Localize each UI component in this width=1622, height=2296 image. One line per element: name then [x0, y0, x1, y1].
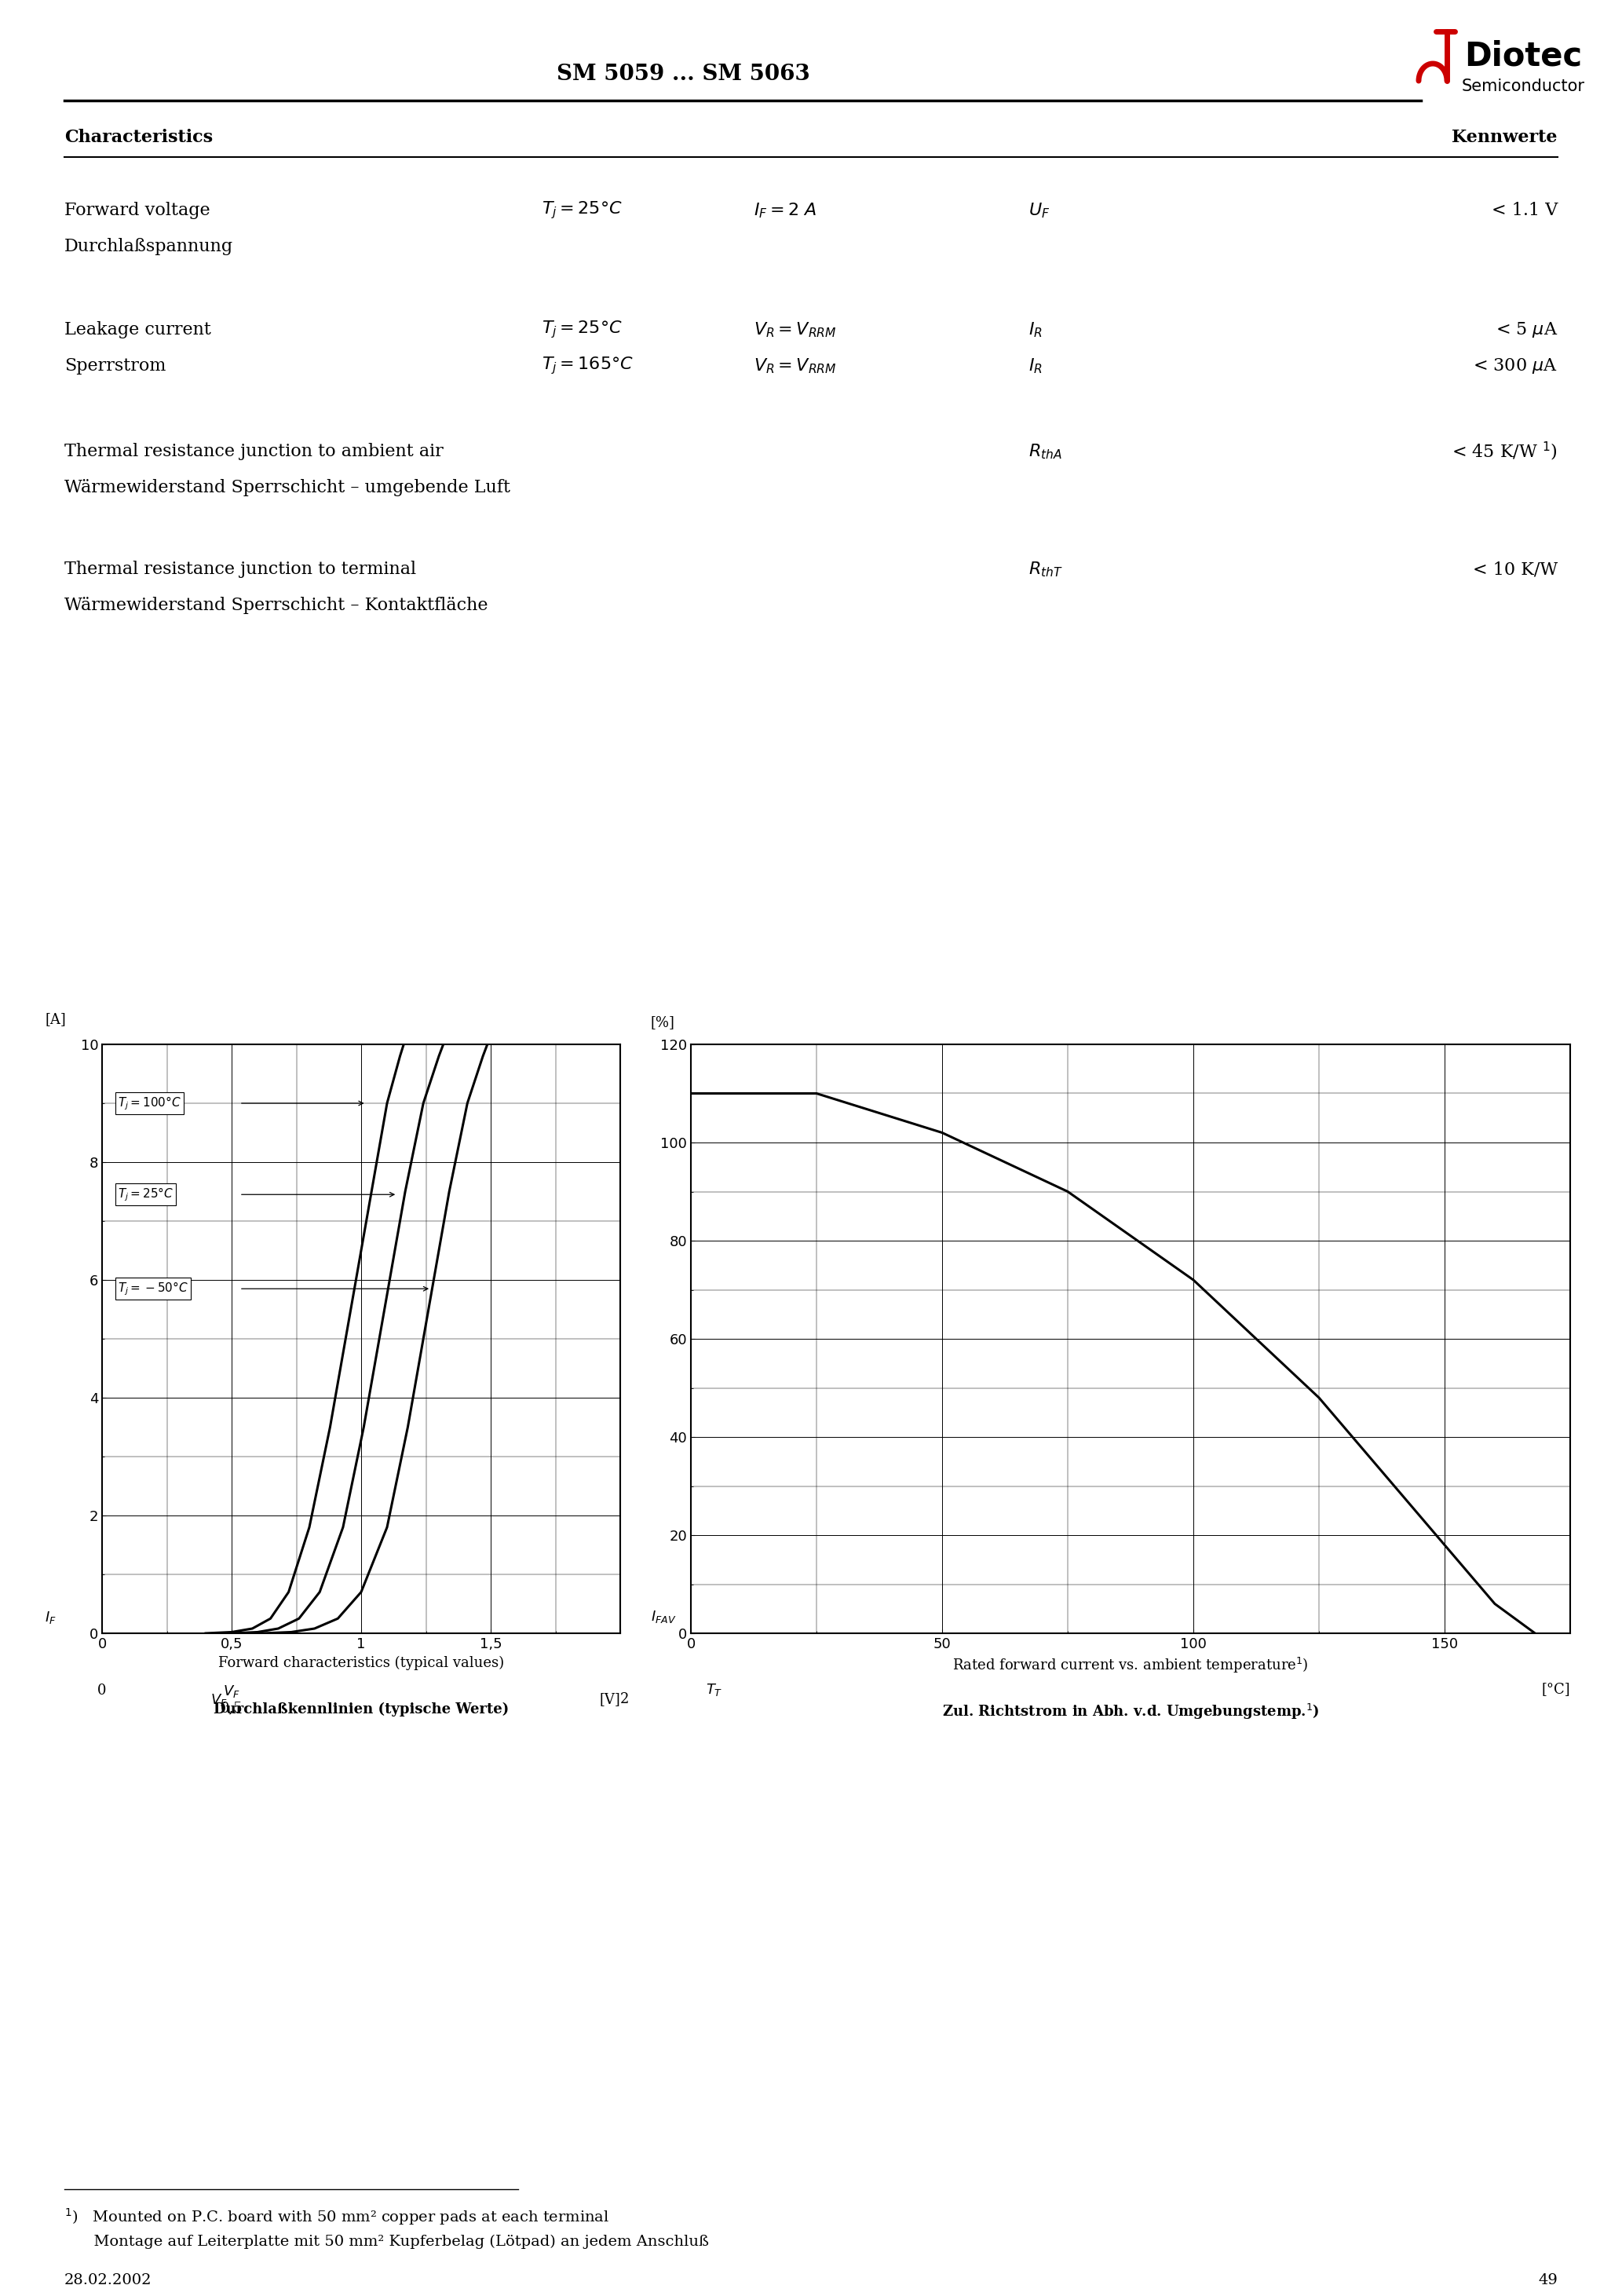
Text: $R_{thA}$: $R_{thA}$ [1028, 443, 1062, 461]
Text: $R_{thT}$: $R_{thT}$ [1028, 560, 1062, 579]
Text: Zul. Richtstrom in Abh. v.d. Umgebungstemp.$^{1}$): Zul. Richtstrom in Abh. v.d. Umgebungste… [942, 1701, 1319, 1722]
Text: $T_j = 25°C$: $T_j = 25°C$ [542, 319, 623, 340]
Text: $I_R$: $I_R$ [1028, 356, 1043, 374]
Text: $T_j = 100°C$: $T_j = 100°C$ [118, 1095, 182, 1111]
Text: [A]: [A] [45, 1013, 67, 1026]
Text: Montage auf Leiterplatte mit 50 mm² Kupferbelag (Lötpad) an jedem Anschluß: Montage auf Leiterplatte mit 50 mm² Kupf… [65, 2234, 709, 2250]
Text: $T_T$: $T_T$ [706, 1683, 723, 1699]
Text: $T_j = 25°C$: $T_j = 25°C$ [542, 200, 623, 220]
Text: Characteristics: Characteristics [65, 129, 212, 147]
Text: Durchlaßspannung: Durchlaßspannung [65, 239, 234, 255]
Text: 0: 0 [97, 1683, 107, 1697]
Text: Rated forward current vs. ambient temperature$^{1}$): Rated forward current vs. ambient temper… [952, 1655, 1309, 1676]
Text: $V_R = V_{RRM}$: $V_R = V_{RRM}$ [754, 321, 837, 340]
Text: $T_j = -50°C$: $T_j = -50°C$ [118, 1281, 188, 1297]
Text: $^{1}$)   Mounted on P.C. board with 50 mm² copper pads at each terminal: $^{1}$) Mounted on P.C. board with 50 mm… [65, 2206, 610, 2227]
Text: $I_{FAV}$: $I_{FAV}$ [650, 1609, 676, 1626]
Text: $V_F$: $V_F$ [211, 1692, 227, 1708]
Text: $I_F$: $I_F$ [45, 1609, 57, 1626]
Text: < 10 K/W: < 10 K/W [1473, 560, 1557, 579]
Text: Wärmewiderstand Sperrschicht – umgebende Luft: Wärmewiderstand Sperrschicht – umgebende… [65, 480, 511, 496]
Text: $V_F$
0,5: $V_F$ 0,5 [221, 1683, 243, 1715]
Text: $T_j = 25°C$: $T_j = 25°C$ [118, 1187, 174, 1203]
Text: Thermal resistance junction to terminal: Thermal resistance junction to terminal [65, 560, 417, 579]
Text: < 5 $\mu$A: < 5 $\mu$A [1495, 321, 1557, 340]
Text: 28.02.2002: 28.02.2002 [65, 2273, 152, 2287]
Text: [%]: [%] [650, 1015, 675, 1029]
Text: 49: 49 [1538, 2273, 1557, 2287]
Text: Forward voltage: Forward voltage [65, 202, 211, 218]
Text: $I_F = 2\ A$: $I_F = 2\ A$ [754, 202, 817, 220]
Text: Leakage current: Leakage current [65, 321, 211, 338]
Text: Semiconductor: Semiconductor [1461, 78, 1585, 94]
Text: $V_R = V_{RRM}$: $V_R = V_{RRM}$ [754, 356, 837, 374]
Text: < 45 K/W $^{1}$): < 45 K/W $^{1}$) [1452, 441, 1557, 461]
Text: Kennwerte: Kennwerte [1452, 129, 1557, 147]
Text: < 1.1 V: < 1.1 V [1491, 202, 1557, 218]
Text: $T_j = 165°C$: $T_j = 165°C$ [542, 356, 634, 377]
Text: [V]: [V] [599, 1692, 620, 1706]
Text: SM 5059 ... SM 5063: SM 5059 ... SM 5063 [556, 64, 809, 85]
Text: $I_R$: $I_R$ [1028, 321, 1043, 340]
Text: [°C]: [°C] [1541, 1683, 1570, 1697]
Text: Forward characteristics (typical values): Forward characteristics (typical values) [219, 1655, 504, 1671]
Text: Durchlaßkennlinien (typische Werte): Durchlaßkennlinien (typische Werte) [214, 1701, 509, 1717]
Text: Sperrstrom: Sperrstrom [65, 358, 165, 374]
Text: $U_F$: $U_F$ [1028, 202, 1049, 220]
Text: < 300 $\mu$A: < 300 $\mu$A [1473, 356, 1557, 374]
Text: Wärmewiderstand Sperrschicht – Kontaktfläche: Wärmewiderstand Sperrschicht – Kontaktfl… [65, 597, 488, 613]
Text: Diotec: Diotec [1465, 39, 1581, 73]
Text: 2: 2 [620, 1692, 629, 1706]
Text: Thermal resistance junction to ambient air: Thermal resistance junction to ambient a… [65, 443, 443, 459]
